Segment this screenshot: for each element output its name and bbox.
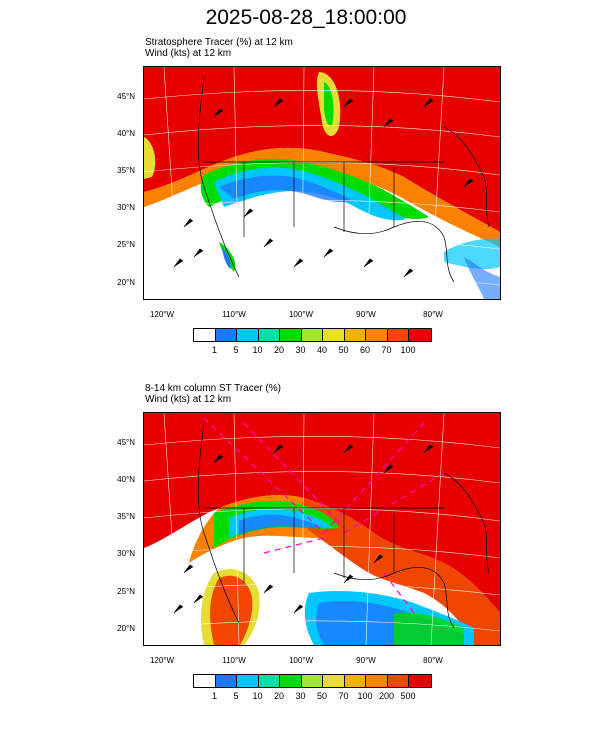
panel2-colorbar <box>193 674 432 688</box>
colorbar-swatch <box>409 329 431 341</box>
colorbar-tick-label: 60 <box>359 345 370 355</box>
colorbar-tick-label: 20 <box>273 345 284 355</box>
panel1-colorbar <box>193 328 432 342</box>
panel1-lon-label: 120°W <box>149 310 175 319</box>
panel2-lat-label: 20°N <box>117 624 135 633</box>
panel2-map <box>143 412 501 646</box>
panel2-lon-label: 100°W <box>288 656 314 665</box>
panel1-lat-label: 25°N <box>117 240 135 249</box>
colorbar-tick-label: 10 <box>252 691 263 701</box>
panel2-lon-label: 120°W <box>149 656 175 665</box>
colorbar-tick-label: 100 <box>400 345 416 355</box>
colorbar-swatch <box>344 675 366 687</box>
colorbar-swatch <box>194 329 216 341</box>
panel1-lat-label: 40°N <box>117 129 135 138</box>
panel2-subtitle-1: 8-14 km column ST Tracer (%) <box>145 383 281 394</box>
colorbar-swatch <box>323 675 345 687</box>
colorbar-tick-label: 100 <box>357 691 373 701</box>
panel1-map <box>143 66 501 300</box>
colorbar-tick-label: 200 <box>378 691 395 701</box>
panel1-subtitle-1: Stratosphere Tracer (%) at 12 km <box>145 37 293 48</box>
panel2-subtitle-2: Wind (kts) at 12 km <box>145 394 232 405</box>
panel1-lat-label: 20°N <box>117 278 135 287</box>
colorbar-swatch <box>344 329 366 341</box>
panel2-lat-label: 35°N <box>117 512 135 521</box>
panel1-lon-label: 100°W <box>288 310 314 319</box>
colorbar-swatch <box>301 675 323 687</box>
colorbar-swatch <box>258 329 280 341</box>
colorbar-swatch <box>237 675 259 687</box>
colorbar-tick-label: 500 <box>400 691 416 701</box>
colorbar-tick-label: 5 <box>233 345 239 355</box>
panel2-lon-label: 80°W <box>423 656 443 665</box>
colorbar-swatch <box>409 675 431 687</box>
colorbar-swatch <box>194 675 216 687</box>
colorbar-tick-label: 1 <box>211 691 217 701</box>
colorbar-swatch <box>387 329 409 341</box>
colorbar-swatch <box>280 675 302 687</box>
panel1-lon-label: 80°W <box>423 310 443 319</box>
panel1-lat-label: 35°N <box>117 166 135 175</box>
colorbar-swatch <box>301 329 323 341</box>
colorbar-swatch <box>366 329 388 341</box>
panel1-lon-label: 90°W <box>356 310 376 319</box>
panel2-lon-label: 90°W <box>356 656 376 665</box>
colorbar-swatch <box>215 329 237 341</box>
colorbar-tick-label: 50 <box>316 691 327 701</box>
panel2-lat-label: 45°N <box>117 438 135 447</box>
colorbar-tick-label: 1 <box>211 345 217 355</box>
colorbar-swatch <box>323 329 345 341</box>
colorbar-swatch <box>387 675 409 687</box>
panel1-lat-label: 45°N <box>117 92 135 101</box>
colorbar-swatch <box>237 329 259 341</box>
panel1-subtitle-2: Wind (kts) at 12 km <box>145 48 232 59</box>
colorbar-tick-label: 40 <box>316 345 327 355</box>
colorbar-swatch <box>366 675 388 687</box>
panel1-lat-label: 30°N <box>117 203 135 212</box>
colorbar-tick-label: 70 <box>381 345 392 355</box>
colorbar-tick-label: 30 <box>295 345 306 355</box>
colorbar-tick-label: 20 <box>273 691 284 701</box>
plot-title: 2025-08-28_18:00:00 <box>205 6 407 29</box>
colorbar-tick-label: 30 <box>295 691 306 701</box>
colorbar-swatch <box>215 675 237 687</box>
panel2-lat-label: 30°N <box>117 549 135 558</box>
colorbar-tick-label: 5 <box>233 691 239 701</box>
colorbar-swatch <box>280 329 302 341</box>
colorbar-swatch <box>258 675 280 687</box>
panel2-lon-label: 110°W <box>222 656 246 665</box>
colorbar-tick-label: 50 <box>338 345 349 355</box>
panel2-lat-label: 25°N <box>117 587 135 596</box>
panel1-lon-label: 110°W <box>222 310 246 319</box>
colorbar-tick-label: 10 <box>252 345 263 355</box>
panel2-lat-label: 40°N <box>117 475 135 484</box>
colorbar-tick-label: 70 <box>338 691 349 701</box>
